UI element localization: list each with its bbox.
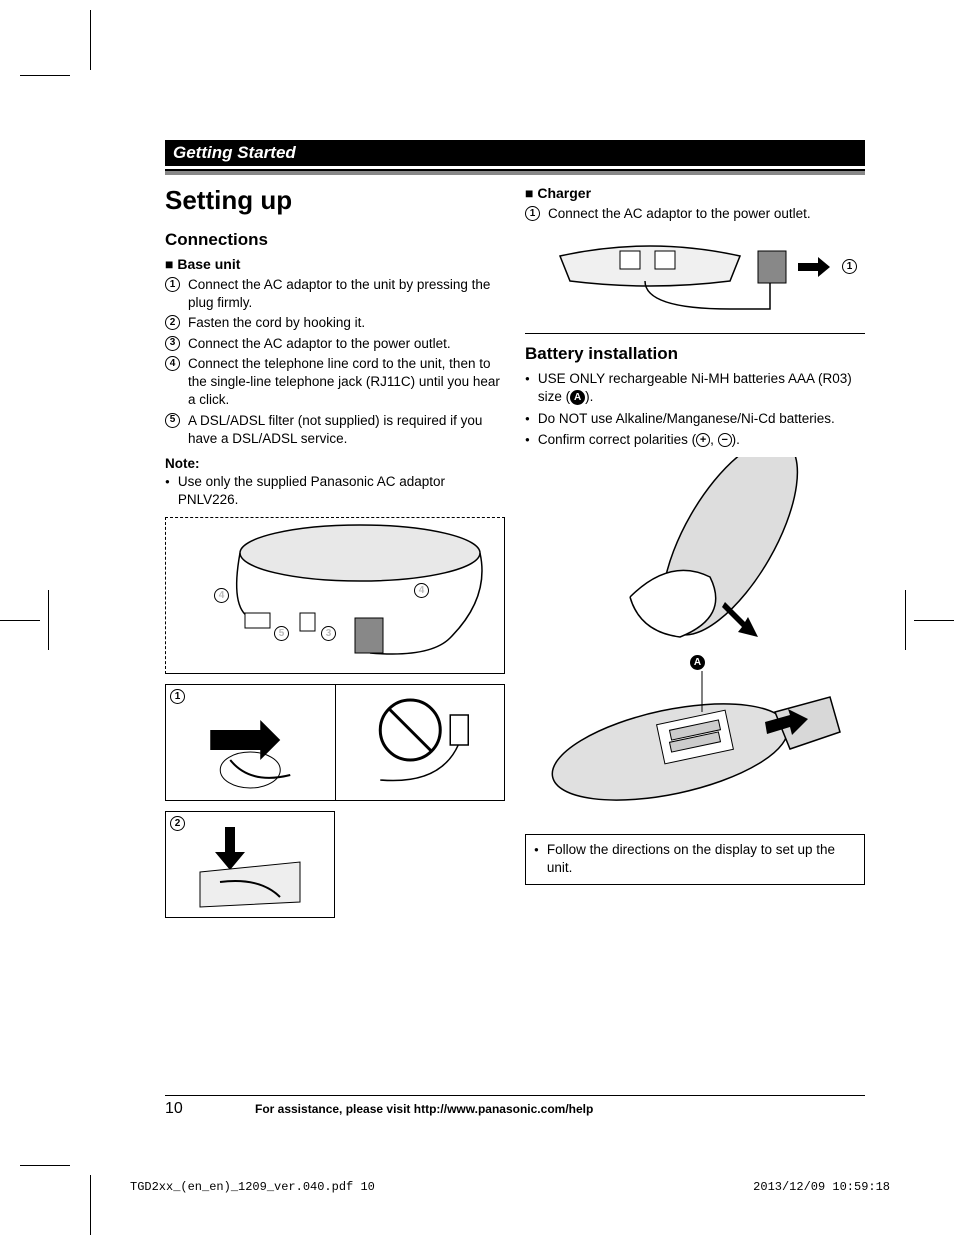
step-text: Connect the AC adaptor to the power outl… [188,335,451,353]
step-number-icon: 5 [165,413,180,428]
step-text: A DSL/ADSL filter (not supplied) is requ… [188,412,505,448]
charger-steps: 1 Connect the AC adaptor to the power out… [525,205,865,223]
base-unit-heading: Base unit [165,256,505,272]
list-item: Use only the supplied Panasonic AC adapt… [165,473,505,509]
charger-heading: Charger [525,185,865,201]
info-box-text: Follow the directions on the display to … [547,841,856,877]
handset-diagram-2: A [525,657,865,822]
print-filename: TGD2xx_(en_en)_1209_ver.040.pdf 10 [130,1180,375,1194]
header-rule [165,169,865,175]
step-number-icon: 3 [165,336,180,351]
note-list: Use only the supplied Panasonic AC adapt… [165,473,505,509]
step-text: Connect the telephone line cord to the u… [188,355,505,410]
print-timestamp: 2013/12/09 10:59:18 [753,1180,890,1194]
step-number-icon: 1 [525,206,540,221]
step-text: Connect the AC adaptor to the power outl… [548,205,811,223]
list-item: 5 A DSL/ADSL filter (not supplied) is req… [165,412,505,448]
list-item: 3 Connect the AC adaptor to the power out… [165,335,505,353]
hook-diagram: 2 [165,811,335,918]
plug-illustration-prohibited [336,685,505,800]
setup-info-box: Follow the directions on the display to … [525,834,865,884]
battery-note-text: USE ONLY rechargeable Ni-MH batteries AA… [538,370,865,406]
plug-illustration-1 [166,685,335,800]
handset-diagram-1 [525,457,865,657]
label-a-icon: A [570,390,585,405]
step-number-icon: 4 [165,356,180,371]
battery-note-text: Do NOT use Alkaline/Manganese/Ni-Cd batt… [538,410,835,428]
base-unit-diagram: 4 5 3 4 [165,517,505,674]
list-item: 2 Fasten the cord by hooking it. [165,314,505,332]
battery-note-text: Confirm correct polarities (+, −). [538,431,740,449]
section-header: Getting Started [165,140,865,166]
divider [525,333,865,334]
battery-notes: USE ONLY rechargeable Ni-MH batteries AA… [525,370,865,449]
list-item: 1 Connect the AC adaptor to the unit by p… [165,276,505,312]
footer-assist-text: For assistance, please visit http://www.… [255,1102,593,1116]
main-heading: Setting up [165,185,505,216]
note-text: Use only the supplied Panasonic AC adapt… [178,473,505,509]
plug-diagram: 1 [165,684,505,801]
label-a-callout: A [690,655,705,670]
base-unit-steps: 1 Connect the AC adaptor to the unit by p… [165,276,505,448]
charger-illustration [525,231,865,321]
right-column: Charger 1 Connect the AC adaptor to the p… [525,185,865,928]
battery-heading: Battery installation [525,344,865,364]
print-metadata: TGD2xx_(en_en)_1209_ver.040.pdf 10 2013/… [130,1180,890,1194]
page-number: 10 [165,1100,255,1118]
connections-heading: Connections [165,230,505,250]
plus-icon: + [696,433,710,447]
hook-illustration [166,812,334,917]
charger-diagram: 1 [525,231,865,321]
step-number-icon: 1 [165,277,180,292]
page-content: Getting Started Setting up Connections B… [165,140,865,928]
list-item: 1 Connect the AC adaptor to the power out… [525,205,865,223]
step-text: Fasten the cord by hooking it. [188,314,365,332]
list-item: USE ONLY rechargeable Ni-MH batteries AA… [525,370,865,406]
handset-battery-illustration [525,657,865,822]
list-item: Do NOT use Alkaline/Manganese/Ni-Cd batt… [525,410,865,428]
note-label: Note: [165,456,505,471]
page-footer: 10 For assistance, please visit http://w… [165,1095,865,1118]
handset-open-illustration [525,457,865,657]
list-item: 4 Connect the telephone line cord to the … [165,355,505,410]
step-text: Connect the AC adaptor to the unit by pr… [188,276,505,312]
two-column-layout: Setting up Connections Base unit 1 Connec… [165,185,865,928]
left-column: Setting up Connections Base unit 1 Connec… [165,185,505,928]
list-item: Confirm correct polarities (+, −). [525,431,865,449]
minus-icon: − [718,433,732,447]
step-number-icon: 2 [165,315,180,330]
